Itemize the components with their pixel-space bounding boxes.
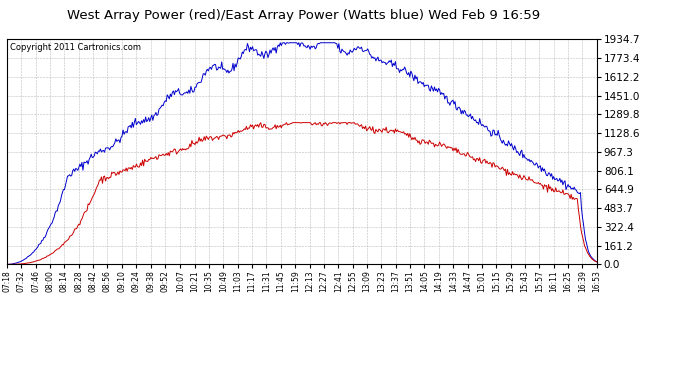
Text: West Array Power (red)/East Array Power (Watts blue) Wed Feb 9 16:59: West Array Power (red)/East Array Power … bbox=[67, 9, 540, 22]
Text: Copyright 2011 Cartronics.com: Copyright 2011 Cartronics.com bbox=[10, 43, 141, 52]
